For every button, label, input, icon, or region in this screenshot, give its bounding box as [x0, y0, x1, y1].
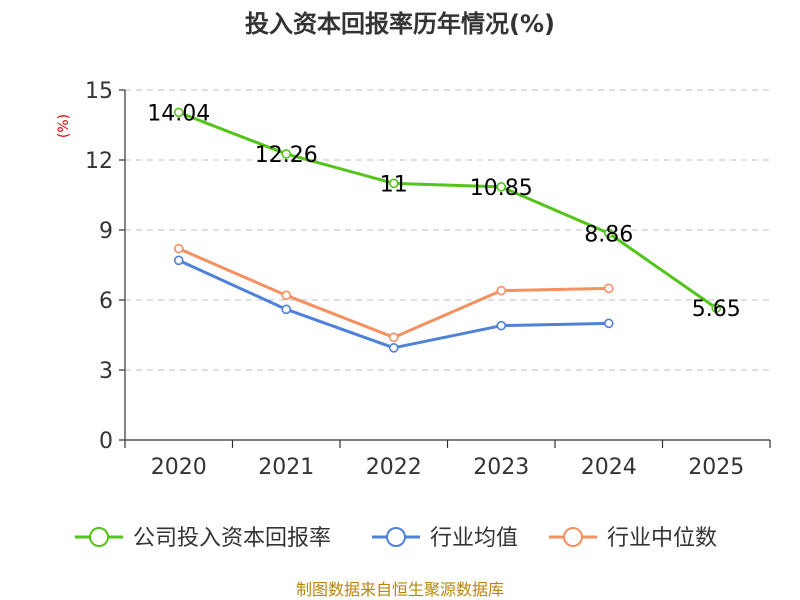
- y-axis-label: (%): [56, 114, 72, 138]
- legend-item[interactable]: 行业中位数: [549, 526, 717, 551]
- data-label: 10.85: [470, 176, 533, 201]
- y-tick-label: 0: [99, 429, 113, 454]
- data-point: [173, 255, 184, 266]
- y-tick-label: 3: [99, 359, 113, 384]
- data-point: [603, 283, 614, 294]
- data-point: [711, 303, 722, 313]
- legend-item[interactable]: 行业均值: [372, 526, 518, 551]
- data-label: 5.65: [692, 297, 741, 322]
- legend-label: 公司投入资本回报率: [133, 526, 331, 551]
- x-tick-label: 2020: [151, 455, 207, 480]
- y-tick-label: 12: [85, 149, 113, 174]
- y-tick-label: 15: [85, 79, 113, 104]
- x-tick-label: 2021: [258, 455, 314, 480]
- data-point: [496, 320, 507, 331]
- legend[interactable]: 公司投入资本回报率 行业均值 行业中位数: [75, 526, 717, 551]
- chart-title: 投入资本回报率历年情况(%): [245, 10, 555, 38]
- y-tick-label: 9: [99, 219, 113, 244]
- grid: [125, 89, 770, 371]
- data-point: [173, 243, 184, 254]
- legend-marker: [386, 527, 406, 547]
- data-point: [603, 318, 614, 329]
- legend-label: 行业中位数: [607, 526, 717, 551]
- axes: 0 3 6 9 12 15 2020 2021 2022 2023 2024 2025: [85, 79, 771, 480]
- data-point: [496, 285, 507, 296]
- series-group: [173, 107, 722, 353]
- data-point: [603, 228, 614, 239]
- legend-item[interactable]: 公司投入资本回报率: [75, 526, 331, 551]
- data-point: [388, 343, 399, 353]
- data-point: [281, 290, 292, 301]
- series-line: [178, 111, 718, 310]
- y-tick-label: 6: [99, 289, 113, 314]
- data-point: [388, 332, 399, 343]
- x-tick-label: 2022: [366, 455, 422, 480]
- data-point: [281, 149, 292, 159]
- legend-marker: [563, 527, 583, 547]
- data-point: [281, 304, 292, 315]
- data-point: [173, 107, 184, 118]
- data-label: 14.04: [147, 101, 210, 126]
- data-label: 11: [380, 172, 408, 197]
- x-tick-label: 2023: [473, 455, 529, 480]
- data-label: 8.86: [584, 222, 633, 247]
- legend-label: 行业均值: [430, 526, 518, 551]
- data-labels: 14.04 12.26 11 10.85 8.86 5.65: [147, 101, 740, 322]
- data-label: 12.26: [255, 143, 318, 168]
- data-point: [496, 182, 507, 192]
- data-point: [388, 178, 399, 189]
- x-tick-label: 2025: [688, 455, 744, 480]
- source-note: 制图数据来自恒生聚源数据库: [296, 580, 504, 599]
- legend-marker: [89, 527, 109, 547]
- x-tick-label: 2024: [581, 455, 637, 480]
